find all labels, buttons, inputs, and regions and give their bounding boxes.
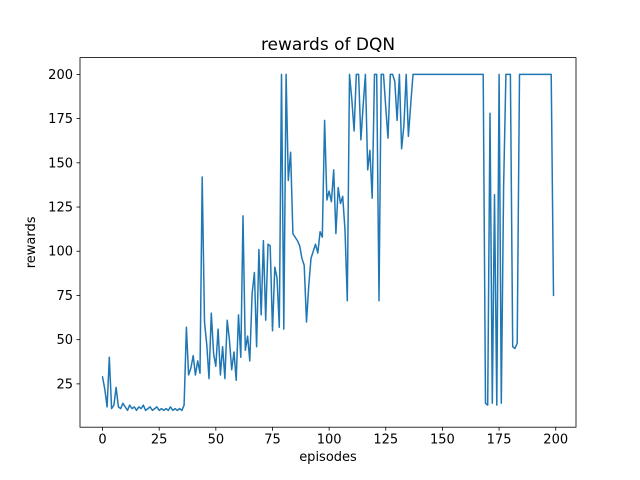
y-tick-label: 25	[56, 377, 73, 392]
x-axis-label: episodes	[299, 450, 357, 465]
x-tick-label: 0	[98, 433, 106, 448]
x-tick-label: 200	[543, 433, 568, 448]
x-tick-label: 100	[317, 433, 342, 448]
axes-frame	[79, 57, 577, 428]
chart-title: rewards of DQN	[261, 35, 395, 55]
y-tick-label: 75	[56, 289, 73, 304]
y-tick-label: 175	[48, 112, 73, 127]
y-tick-label: 150	[48, 156, 73, 171]
x-tick-label: 150	[430, 433, 455, 448]
x-tick-label: 50	[208, 433, 225, 448]
x-tick-label: 125	[373, 433, 398, 448]
x-tick-label: 175	[487, 433, 512, 448]
y-tick-label: 200	[48, 68, 73, 83]
x-tick-label: 25	[151, 433, 168, 448]
series-line	[101, 73, 555, 412]
y-axis-label: rewards	[24, 216, 39, 268]
plot-area: 0 25 50 75 100 125 150 175 200 25 50 75 100 125 150 175…	[48, 57, 577, 448]
y-tick-label: 125	[48, 201, 73, 216]
y-tick-label: 50	[56, 333, 73, 348]
x-tick-label: 75	[264, 433, 281, 448]
y-tick-label: 100	[48, 245, 73, 260]
